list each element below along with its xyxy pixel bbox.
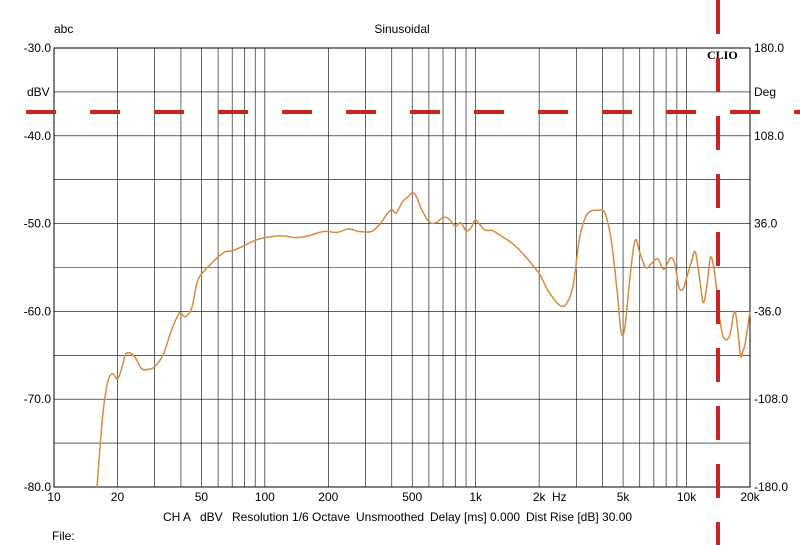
response-curve	[96, 192, 751, 488]
corner-label: abc	[54, 22, 73, 36]
y2-tick-label: -36.0	[754, 304, 782, 318]
x-tick-label: 10	[47, 490, 61, 504]
right-axis-unit: Deg	[754, 85, 776, 99]
y-tick-label: -40.0	[24, 129, 52, 143]
x-tick-label: 1k	[469, 490, 483, 504]
chart-title: Sinusoidal	[374, 22, 429, 36]
y-tick-label: -50.0	[24, 217, 52, 231]
x-tick-label: 20	[111, 490, 125, 504]
footer-delay: Delay [ms] 0.000	[430, 510, 520, 524]
x-tick-label: 10k	[677, 490, 697, 504]
x-tick-label: 2k	[533, 490, 547, 504]
clio-brand-label: CLIO	[707, 48, 738, 62]
y2-tick-label: 180.0	[754, 41, 784, 55]
y-tick-label: -70.0	[24, 392, 52, 406]
footer-legend: CH A dBV Resolution 1/6 Octave Unsmoothe…	[52, 510, 632, 543]
y2-tick-label: -180.0	[754, 480, 788, 494]
y-tick-label: -30.0	[24, 41, 52, 55]
x-tick-label: 200	[318, 490, 338, 504]
y-tick-label: -60.0	[24, 304, 52, 318]
x-tick-label: 100	[255, 490, 275, 504]
footer-dist-rise: Dist Rise [dB] 30.00	[526, 510, 632, 524]
series-layer	[96, 192, 751, 488]
footer-resolution: Resolution 1/6 Octave	[232, 510, 350, 524]
x-tick-label: 50	[195, 490, 209, 504]
y2-tick-label: 108.0	[754, 129, 784, 143]
x-tick-label: 5k	[617, 490, 631, 504]
left-axis-ticks: -30.0 -40.0 -50.0 -60.0 -70.0 -80.0	[24, 41, 52, 494]
footer-smoothing: Unsmoothed	[356, 510, 424, 524]
y-tick-label: -80.0	[24, 480, 52, 494]
x-axis-ticks: 10 20 50 100 200 500 1k 2k 5k 10k 20k	[47, 490, 760, 504]
x-tick-label: 20k	[740, 490, 760, 504]
y2-tick-label: 36.0	[754, 217, 778, 231]
left-axis-unit: dBV	[27, 85, 50, 99]
x-tick-label: 500	[402, 490, 422, 504]
footer-unit: dBV	[200, 510, 223, 524]
footer-channel: CH A	[163, 510, 191, 524]
footer-file-label: File:	[52, 529, 75, 543]
right-axis-ticks: 180.0 108.0 36.0 -36.0 -108.0 -180.0	[754, 41, 788, 494]
x-axis-unit: Hz	[552, 490, 567, 504]
plot-frame	[53, 47, 751, 488]
y2-tick-label: -108.0	[754, 392, 788, 406]
